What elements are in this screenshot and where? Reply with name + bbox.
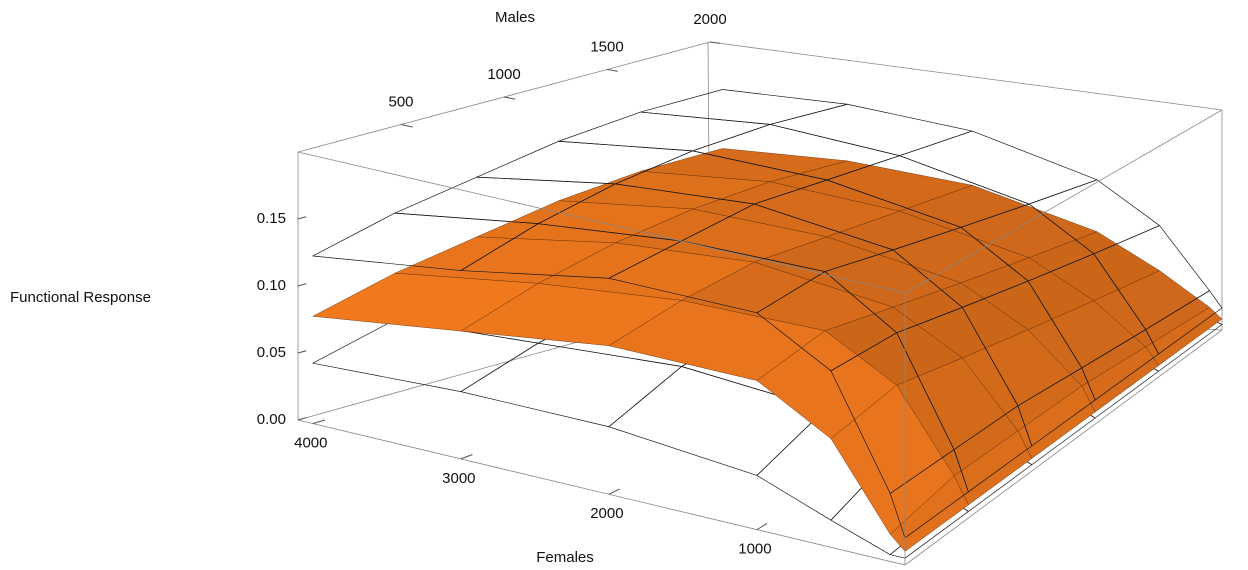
x-tick-label: 2000 xyxy=(590,505,623,522)
y-tick-label: 500 xyxy=(388,93,413,110)
box-edge xyxy=(904,329,1223,566)
z-tick xyxy=(297,216,307,220)
x-axis-label: Females xyxy=(536,549,594,566)
z-tick xyxy=(297,350,307,354)
box-edge xyxy=(709,41,1223,111)
y-tick xyxy=(503,96,516,100)
z-tick-label: 0.15 xyxy=(257,210,286,227)
box-edge xyxy=(297,151,906,294)
y-tick-label: 1500 xyxy=(590,38,623,55)
mesh-patch xyxy=(640,89,848,125)
z-tick-label: 0.05 xyxy=(257,344,286,361)
z-tick-label: 0.10 xyxy=(257,277,286,294)
z-tick-label: 0.00 xyxy=(257,411,286,428)
z-tick xyxy=(297,283,307,287)
x-tick xyxy=(756,523,768,531)
x-tick xyxy=(312,419,326,425)
box-edge xyxy=(904,109,1223,294)
surface-patch xyxy=(889,475,969,552)
z-tick xyxy=(297,417,307,421)
y-tick-label: 2000 xyxy=(693,11,726,28)
y-tick xyxy=(709,41,721,44)
mesh-patch xyxy=(558,111,771,152)
z-axis-label: Functional Response xyxy=(10,289,151,306)
x-tick-label: 4000 xyxy=(294,435,327,452)
y-tick xyxy=(400,124,413,128)
mesh-patch xyxy=(460,342,682,428)
mesh-patch xyxy=(889,449,969,539)
x-tick xyxy=(608,488,621,495)
mesh-patch xyxy=(769,103,973,157)
x-tick xyxy=(460,454,473,460)
box-edge xyxy=(297,419,906,566)
x-tick-label: 1000 xyxy=(738,541,771,558)
x-tick-label: 3000 xyxy=(442,470,475,487)
y-axis-label: Males xyxy=(495,9,535,26)
y-tick xyxy=(606,69,618,72)
y-tick-label: 1000 xyxy=(487,66,520,83)
